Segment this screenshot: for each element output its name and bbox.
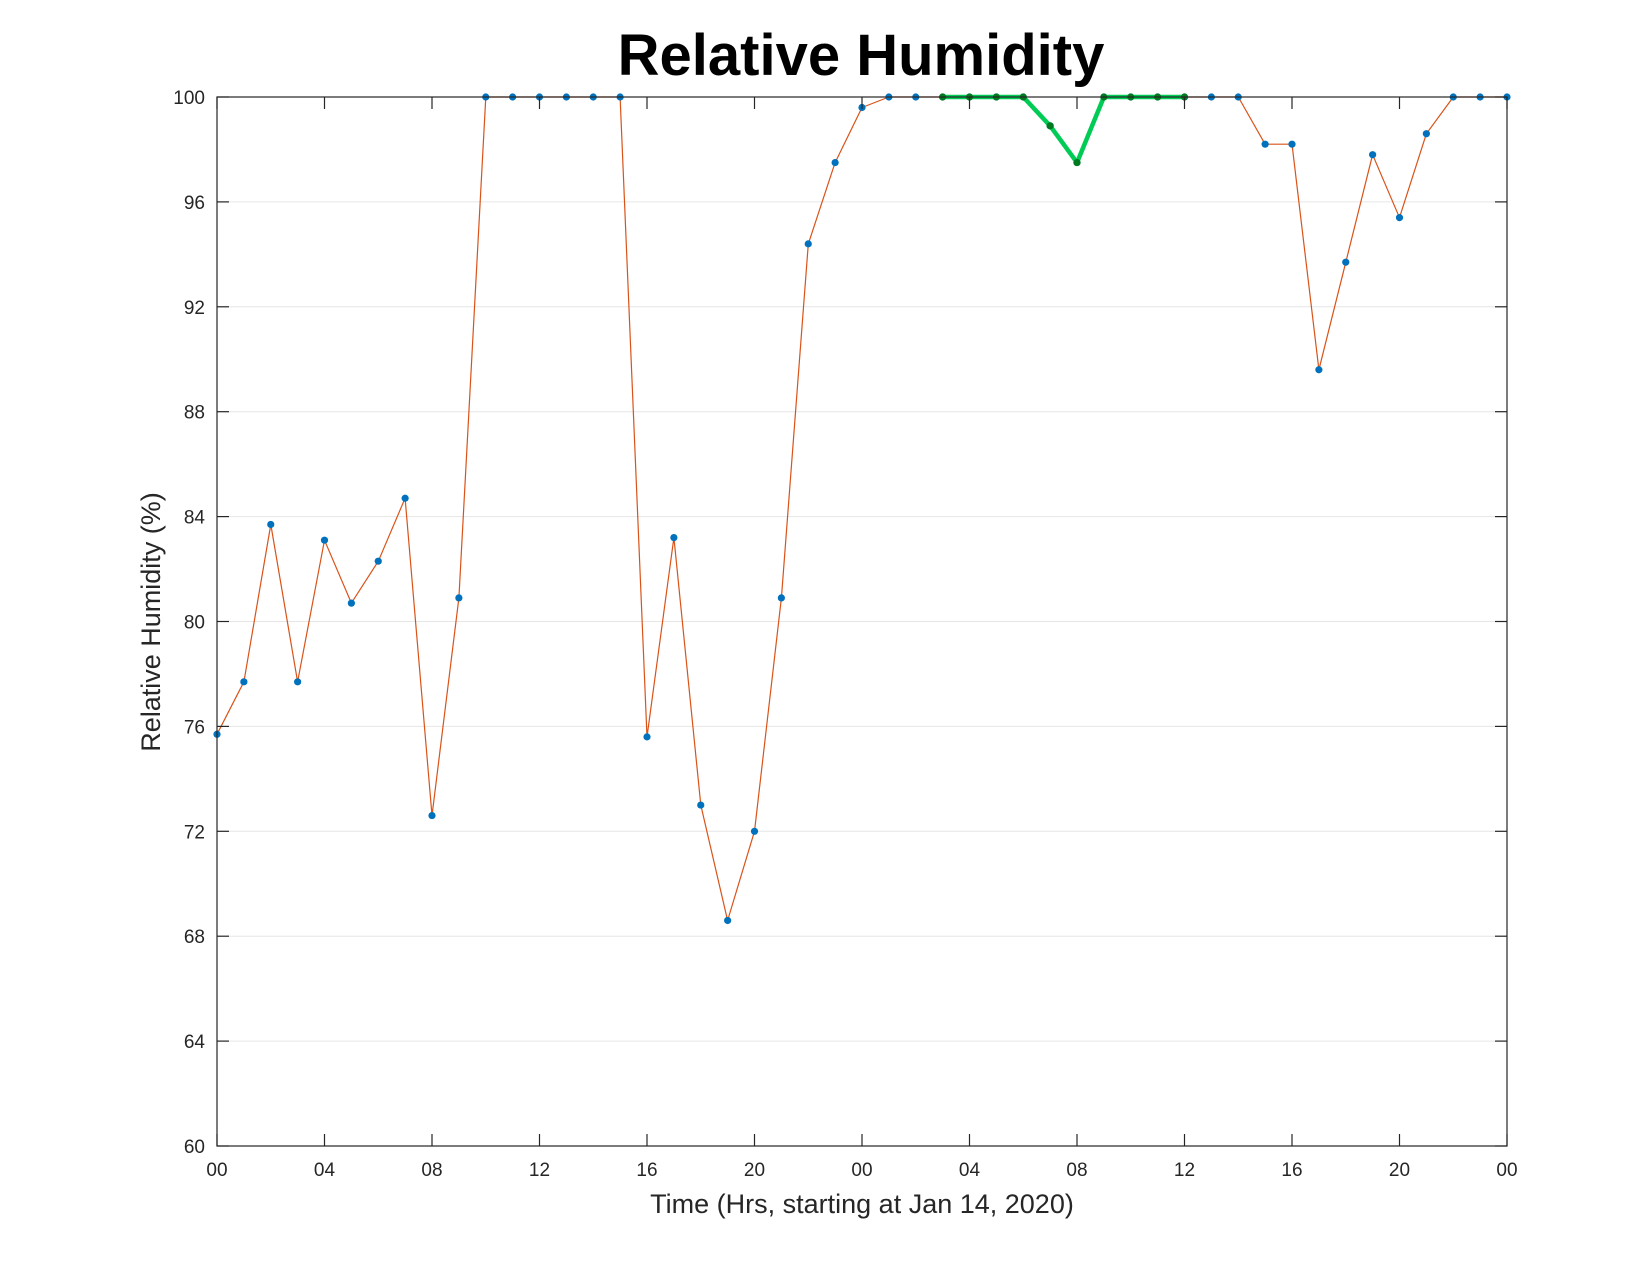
data-point — [1288, 140, 1296, 148]
data-point — [347, 599, 355, 607]
chart-title: Relative Humidity — [618, 23, 1105, 88]
y-tick-label: 84 — [184, 508, 206, 529]
data-point — [294, 678, 302, 686]
x-tick-label: 12 — [529, 1160, 550, 1181]
data-point — [697, 801, 705, 809]
data-point — [455, 594, 463, 602]
data-point — [267, 520, 275, 529]
data-point — [643, 733, 651, 741]
x-tick-label: 00 — [1496, 1160, 1517, 1181]
data-point — [1395, 214, 1404, 222]
y-tick-label: 60 — [184, 1137, 205, 1158]
y-tick-label: 72 — [184, 822, 205, 843]
data-point — [1315, 366, 1323, 374]
data-point — [670, 533, 678, 542]
series-line-0 — [216, 96, 1508, 922]
series-line-1 — [940, 94, 1187, 165]
x-tick-label: 20 — [744, 1160, 765, 1181]
y-axis-label: Relative Humidity (%) — [136, 492, 166, 752]
x-tick-label: 16 — [636, 1160, 657, 1181]
y-tick-label: 92 — [184, 298, 205, 319]
grid-lines — [217, 201, 1507, 1042]
data-point — [374, 557, 382, 565]
x-tick-label: 16 — [1281, 1160, 1302, 1181]
data-point — [750, 827, 759, 835]
x-axis-label: Time (Hrs, starting at Jan 14, 2020) — [650, 1189, 1074, 1219]
y-tick-label: 64 — [184, 1032, 206, 1053]
y-tick-label: 68 — [184, 927, 205, 948]
data-point — [320, 536, 329, 544]
x-tick-label: 00 — [206, 1160, 227, 1181]
x-tick-label: 00 — [851, 1160, 872, 1181]
data-series — [213, 93, 1511, 925]
y-tick-label: 88 — [184, 403, 205, 424]
x-tick-label: 20 — [1389, 1160, 1410, 1181]
data-point — [804, 240, 812, 248]
data-point — [1046, 122, 1054, 130]
data-point — [1422, 130, 1430, 138]
data-point — [1073, 158, 1081, 167]
data-point — [401, 494, 409, 502]
data-point — [831, 158, 839, 167]
x-tick-label: 04 — [959, 1160, 981, 1181]
x-tick-label: 08 — [421, 1160, 442, 1181]
y-tick-label: 96 — [184, 193, 205, 214]
x-tick-label: 04 — [314, 1160, 336, 1181]
data-point — [428, 811, 436, 820]
data-point — [1342, 258, 1350, 266]
data-point — [724, 916, 732, 925]
data-point — [1261, 140, 1269, 148]
data-point — [240, 678, 248, 686]
x-tick-label: 12 — [1174, 1160, 1195, 1181]
y-tick-label: 76 — [184, 717, 205, 738]
axis-ticks: 60 64 68 72 76 80 84 88 92 96 100 00 04 08 12 16 20 00 04 0… — [173, 88, 1517, 1181]
data-point — [777, 594, 785, 602]
y-tick-label: 80 — [184, 613, 205, 634]
x-tick-label: 08 — [1066, 1160, 1087, 1181]
data-point — [1369, 151, 1377, 159]
y-tick-label: 100 — [173, 88, 205, 109]
